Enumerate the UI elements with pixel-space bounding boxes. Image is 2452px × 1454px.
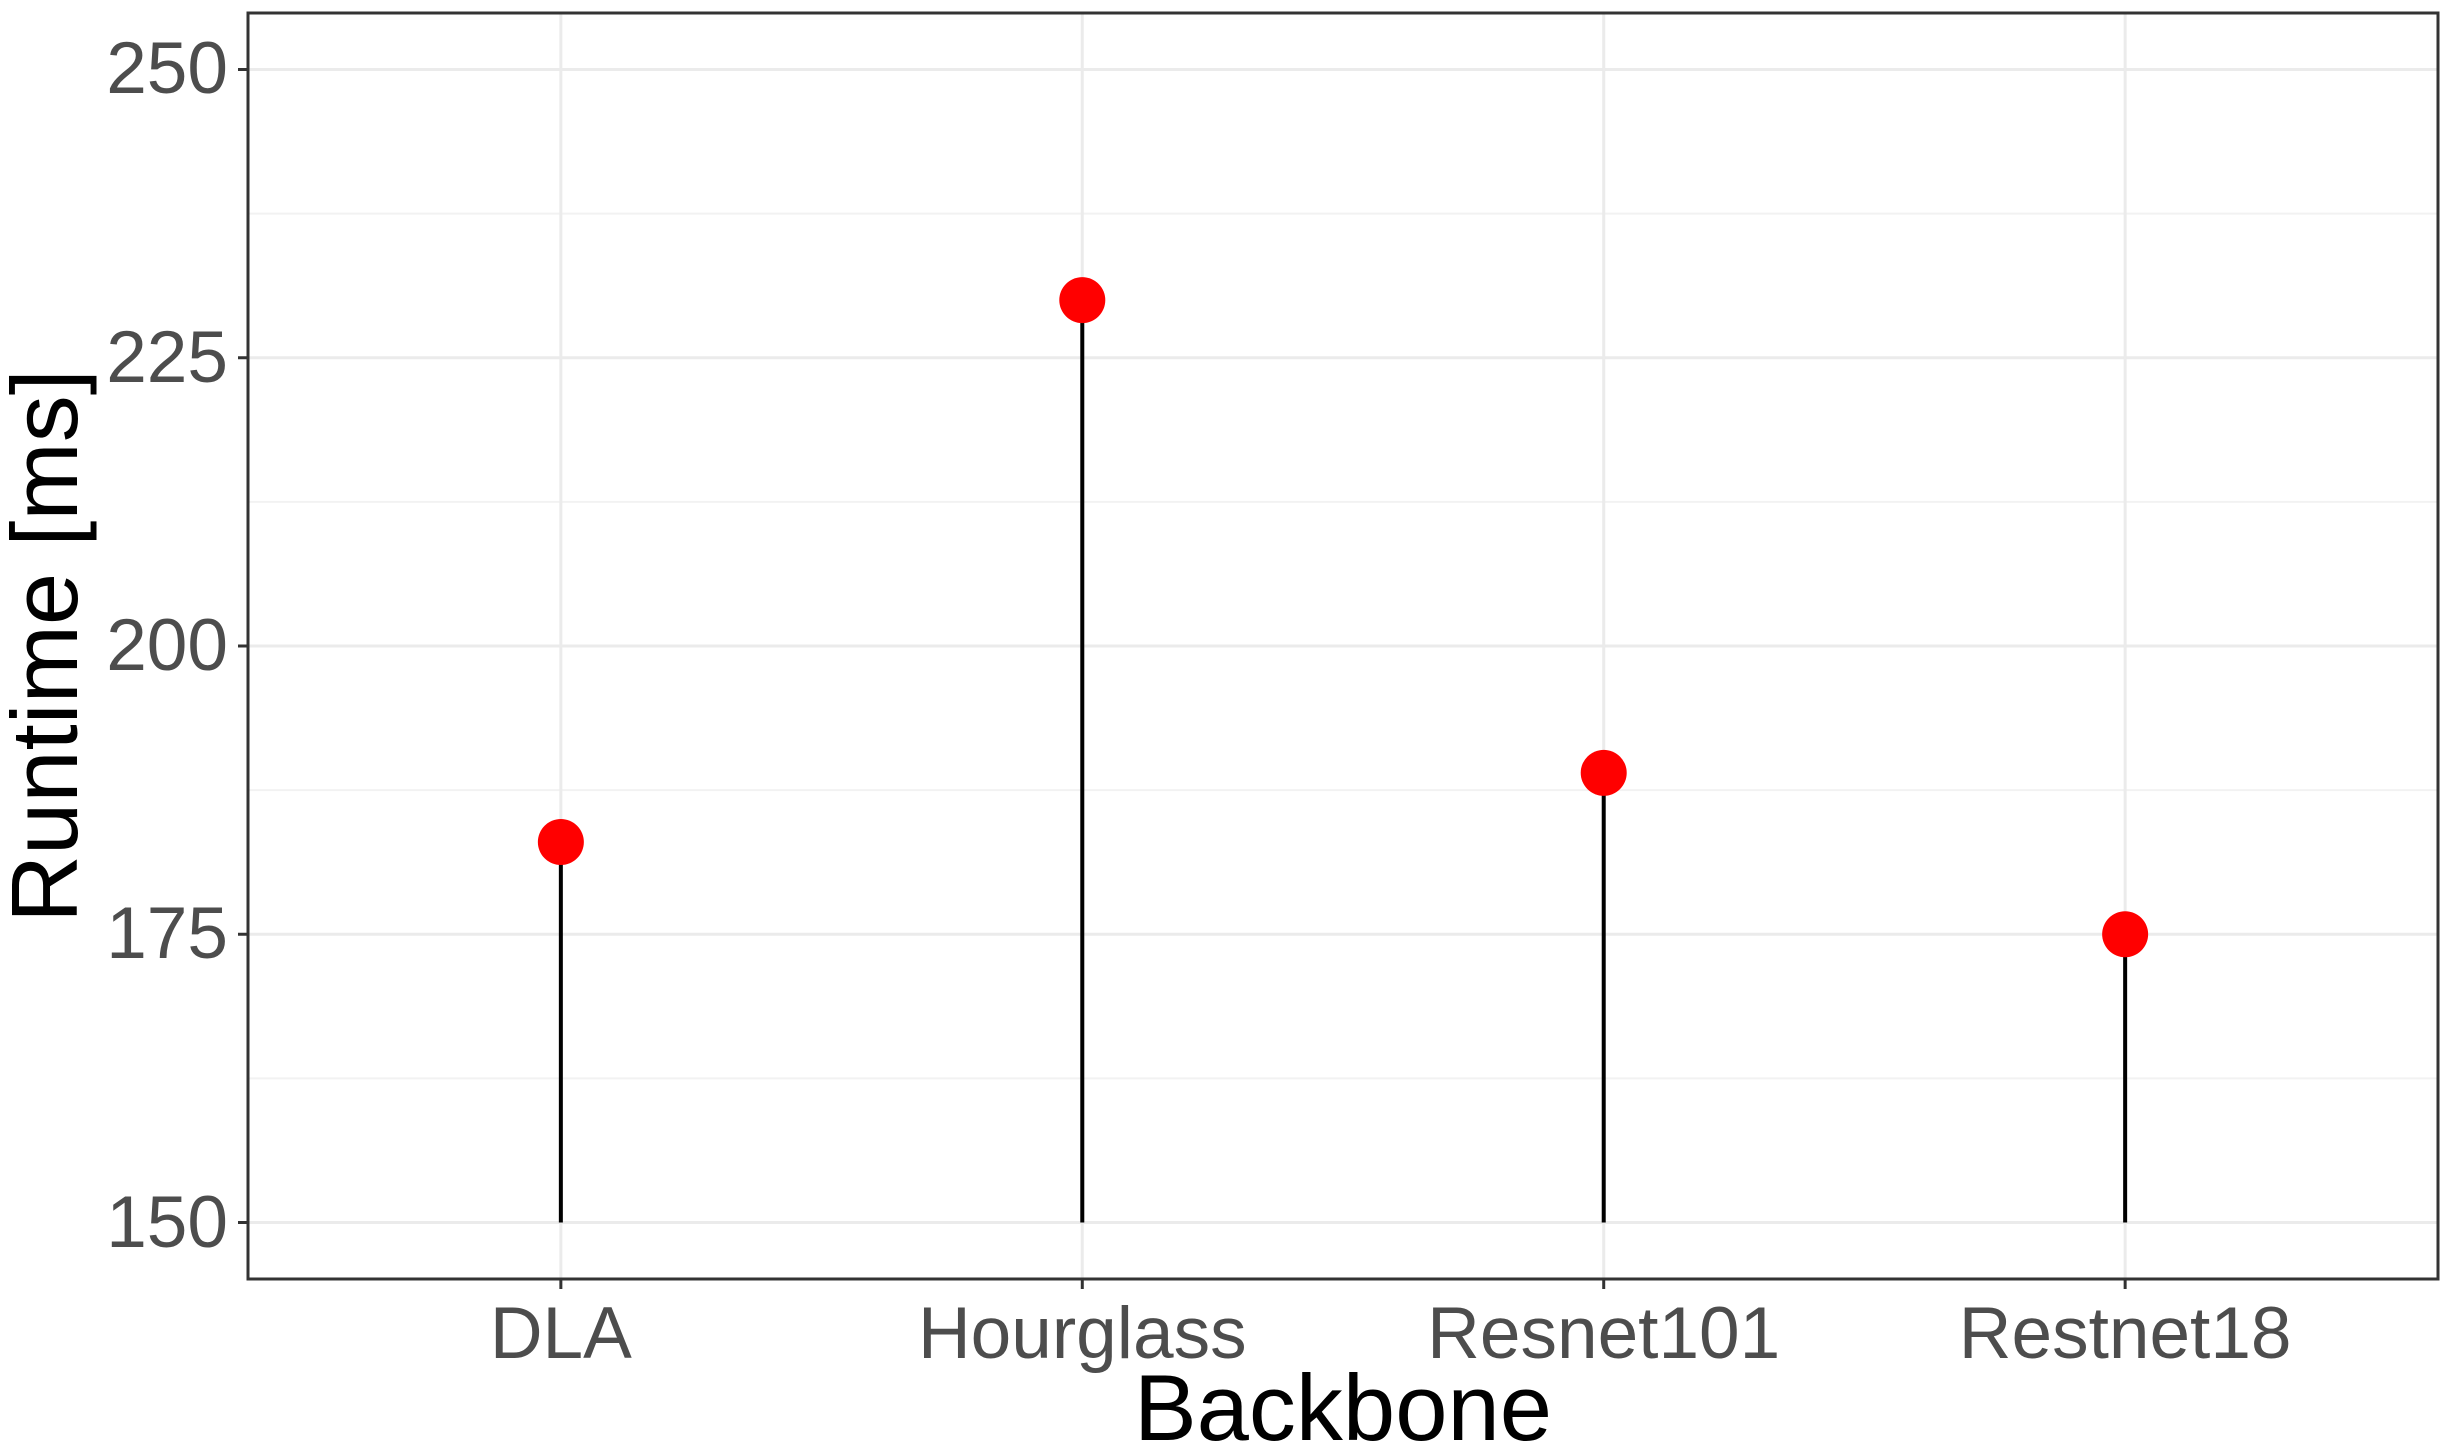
y-tick-label: 200 [106,605,228,686]
x-tick-label: DLA [489,1293,632,1374]
x-tick-label: Hourglass [917,1293,1247,1374]
x-tick-label: Resnet101 [1427,1293,1781,1374]
y-tick-label: 175 [106,893,228,975]
y-tick-label: 150 [106,1181,228,1263]
x-tick-label: Restnet18 [1958,1293,2292,1374]
y-axis-title: Runtime [ms] [0,369,97,923]
x-axis-title: Backbone [1133,1355,1553,1454]
data-point [1580,749,1627,796]
data-point [2102,911,2149,958]
data-point [537,819,584,866]
y-tick-label: 225 [106,316,228,398]
data-point [1059,277,1106,324]
y-tick-label: 250 [106,28,228,110]
